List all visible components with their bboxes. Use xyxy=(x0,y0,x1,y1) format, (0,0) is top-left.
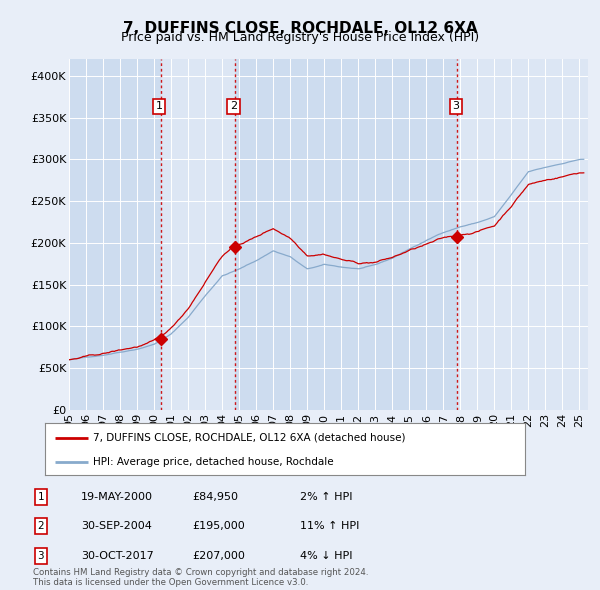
Bar xyxy=(235,59,457,410)
Text: Contains HM Land Registry data © Crown copyright and database right 2024.
This d: Contains HM Land Registry data © Crown c… xyxy=(33,568,368,587)
Text: 30-SEP-2004: 30-SEP-2004 xyxy=(81,522,152,531)
Text: 3: 3 xyxy=(37,551,44,560)
Text: 4% ↓ HPI: 4% ↓ HPI xyxy=(300,551,353,560)
Text: 30-OCT-2017: 30-OCT-2017 xyxy=(81,551,154,560)
Text: £84,950: £84,950 xyxy=(192,492,238,502)
Text: £195,000: £195,000 xyxy=(192,522,245,531)
Text: Price paid vs. HM Land Registry's House Price Index (HPI): Price paid vs. HM Land Registry's House … xyxy=(121,31,479,44)
Text: 11% ↑ HPI: 11% ↑ HPI xyxy=(300,522,359,531)
Text: 1: 1 xyxy=(37,492,44,502)
Text: 19-MAY-2000: 19-MAY-2000 xyxy=(81,492,153,502)
Text: 1: 1 xyxy=(155,101,163,112)
Text: 2: 2 xyxy=(230,101,237,112)
Bar xyxy=(69,59,161,410)
Text: 3: 3 xyxy=(452,101,459,112)
Text: £207,000: £207,000 xyxy=(192,551,245,560)
Text: 7, DUFFINS CLOSE, ROCHDALE, OL12 6XA: 7, DUFFINS CLOSE, ROCHDALE, OL12 6XA xyxy=(122,21,478,35)
Text: 7, DUFFINS CLOSE, ROCHDALE, OL12 6XA (detached house): 7, DUFFINS CLOSE, ROCHDALE, OL12 6XA (de… xyxy=(93,432,406,442)
Text: 2% ↑ HPI: 2% ↑ HPI xyxy=(300,492,353,502)
Text: 2: 2 xyxy=(37,522,44,531)
Text: HPI: Average price, detached house, Rochdale: HPI: Average price, detached house, Roch… xyxy=(93,457,334,467)
